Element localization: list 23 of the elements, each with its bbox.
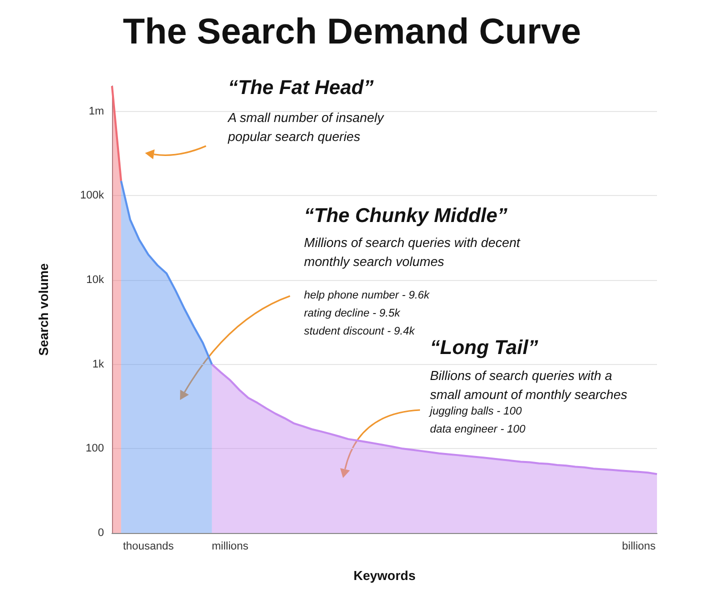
annotation: Billions of search queries with a small amount of monthly searches: [430, 368, 628, 402]
annotation: Millions of search queries with decent monthly search volumes: [304, 235, 522, 269]
annotation: juggling balls - 100: [428, 406, 523, 418]
y-tick-label: 0: [98, 527, 104, 539]
x-tick-label: thousands: [122, 540, 174, 552]
annotation: “The Chunky Middle”: [304, 205, 508, 227]
annotation: rating decline - 9.5k: [304, 308, 400, 320]
y-tick-label: 1k: [92, 358, 104, 370]
x-tick-label: millions: [212, 540, 249, 552]
annotation: “Long Tail”: [430, 337, 538, 359]
annotation: “The Fat Head”: [228, 77, 374, 99]
y-tick-label: 100: [86, 442, 104, 455]
x-tick-label: billions: [622, 540, 656, 552]
y-tick-label: 10k: [86, 274, 104, 286]
y-tick-label: 100k: [80, 190, 104, 202]
annotation: help phone number - 9.6k: [304, 290, 430, 302]
x-axis-title: Keywords: [353, 568, 416, 583]
annotation: A small number of insanely popular search queries: [227, 110, 386, 144]
annotation: student discount - 9.4k: [304, 326, 416, 338]
annotation: data engineer - 100: [430, 424, 526, 436]
y-tick-label: 1m: [88, 105, 104, 118]
y-axis-title: Search volume: [36, 263, 51, 356]
chart-title: The Search Demand Curve: [122, 10, 582, 52]
